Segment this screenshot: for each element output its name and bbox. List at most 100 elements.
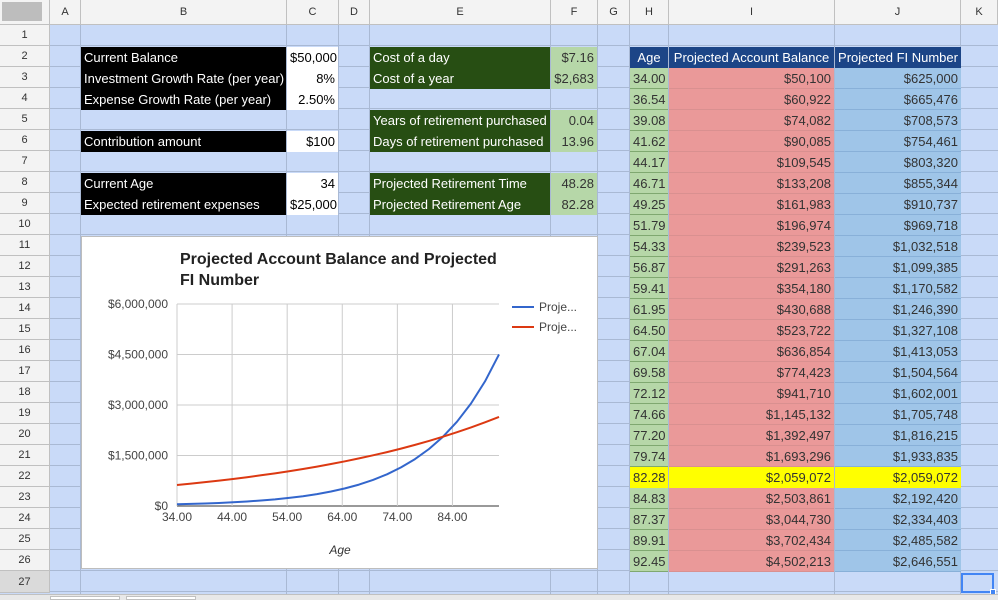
column-header-i[interactable]: I [669, 0, 835, 25]
label-days-purchased[interactable]: Days of retirement purchased [370, 131, 550, 152]
value-days-purchased[interactable]: 13.96 [551, 131, 597, 152]
column-header-j[interactable]: J [835, 0, 961, 25]
column-header-a[interactable]: A [50, 0, 81, 25]
table-cell-age[interactable]: 77.20 [630, 425, 668, 446]
table-cell-balance[interactable]: $196,974 [669, 215, 834, 236]
table-cell-balance[interactable]: $133,208 [669, 173, 834, 194]
table-cell-balance[interactable]: $3,044,730 [669, 509, 834, 530]
table-cell-balance[interactable]: $3,702,434 [669, 530, 834, 551]
table-cell-fi-number[interactable]: $855,344 [835, 173, 961, 194]
line-chart[interactable]: Projected Account Balance and Projected … [81, 236, 598, 569]
table-cell-age[interactable]: 36.54 [630, 89, 668, 110]
table-cell-balance[interactable]: $60,922 [669, 89, 834, 110]
table-cell-age[interactable]: 79.74 [630, 446, 668, 467]
table-cell-balance[interactable]: $109,545 [669, 152, 834, 173]
table-cell-age[interactable]: 54.33 [630, 236, 668, 257]
table-cell-balance[interactable]: $636,854 [669, 341, 834, 362]
table-cell-balance[interactable]: $430,688 [669, 299, 834, 320]
table-cell-fi-number[interactable]: $1,170,582 [835, 278, 961, 299]
table-cell-age[interactable]: 59.41 [630, 278, 668, 299]
value-cost-year[interactable]: $2,683 [551, 68, 597, 89]
row-header-26[interactable]: 26 [0, 550, 50, 571]
table-cell-balance[interactable]: $1,693,296 [669, 446, 834, 467]
table-cell-balance[interactable]: $161,983 [669, 194, 834, 215]
table-cell-age[interactable]: 69.58 [630, 362, 668, 383]
column-header-d[interactable]: D [339, 0, 370, 25]
row-header-19[interactable]: 19 [0, 403, 50, 424]
row-header-6[interactable]: 6 [0, 130, 50, 151]
row-header-20[interactable]: 20 [0, 424, 50, 445]
table-cell-balance[interactable]: $1,145,132 [669, 404, 834, 425]
table-cell-fi-number[interactable]: $1,032,518 [835, 236, 961, 257]
table-cell-balance[interactable]: $774,423 [669, 362, 834, 383]
row-header-16[interactable]: 16 [0, 340, 50, 361]
row-header-12[interactable]: 12 [0, 256, 50, 277]
label-current-age[interactable]: Current Age [81, 173, 286, 194]
value-proj-time[interactable]: 48.28 [551, 173, 597, 194]
table-cell-age[interactable]: 34.00 [630, 68, 668, 89]
table-cell-balance[interactable]: $239,523 [669, 236, 834, 257]
table-cell-age[interactable]: 61.95 [630, 299, 668, 320]
value-cost-day[interactable]: $7.16 [551, 47, 597, 68]
table-cell-balance[interactable]: $2,503,861 [669, 488, 834, 509]
table-cell-balance[interactable]: $291,263 [669, 257, 834, 278]
column-header-h[interactable]: H [630, 0, 669, 25]
table-cell-age[interactable]: 39.08 [630, 110, 668, 131]
table-cell-age[interactable]: 41.62 [630, 131, 668, 152]
row-header-3[interactable]: 3 [0, 67, 50, 88]
label-proj-age[interactable]: Projected Retirement Age [370, 194, 550, 215]
table-cell-fi-number[interactable]: $2,334,403 [835, 509, 961, 530]
table-cell-fi-number[interactable]: $969,718 [835, 215, 961, 236]
row-header-5[interactable]: 5 [0, 109, 50, 130]
row-header-17[interactable]: 17 [0, 361, 50, 382]
table-cell-balance[interactable]: $941,710 [669, 383, 834, 404]
selected-cell[interactable] [961, 573, 994, 593]
row-header-15[interactable]: 15 [0, 319, 50, 340]
row-header-21[interactable]: 21 [0, 445, 50, 466]
row-header-13[interactable]: 13 [0, 277, 50, 298]
column-header-g[interactable]: G [598, 0, 630, 25]
table-cell-fi-number[interactable]: $1,099,385 [835, 257, 961, 278]
table-cell-age[interactable]: 51.79 [630, 215, 668, 236]
table-cell-fi-number[interactable]: $803,320 [835, 152, 961, 173]
row-header-11[interactable]: 11 [0, 235, 50, 256]
value-expense-growth[interactable]: 2.50% [287, 89, 338, 110]
table-cell-fi-number[interactable]: $1,504,564 [835, 362, 961, 383]
table-cell-fi-number[interactable]: $665,476 [835, 89, 961, 110]
column-header-f[interactable]: F [551, 0, 598, 25]
table-cell-fi-number[interactable]: $708,573 [835, 110, 961, 131]
label-growth-rate[interactable]: Investment Growth Rate (per year) [81, 68, 286, 89]
table-cell-fi-number[interactable]: $2,192,420 [835, 488, 961, 509]
table-cell-fi-number[interactable]: $2,646,551 [835, 551, 961, 572]
row-header-4[interactable]: 4 [0, 88, 50, 109]
table-cell-age[interactable]: 46.71 [630, 173, 668, 194]
table-cell-balance[interactable]: $2,059,072 [669, 467, 834, 488]
row-header-14[interactable]: 14 [0, 298, 50, 319]
table-cell-balance[interactable]: $523,722 [669, 320, 834, 341]
value-retirement-expenses[interactable]: $25,000 [287, 194, 338, 215]
table-cell-fi-number[interactable]: $1,413,053 [835, 341, 961, 362]
table-cell-balance[interactable]: $90,085 [669, 131, 834, 152]
header-projected-balance[interactable]: Projected Account Balance [669, 47, 834, 68]
table-cell-fi-number[interactable]: $1,816,215 [835, 425, 961, 446]
table-cell-age[interactable]: 64.50 [630, 320, 668, 341]
label-cost-year[interactable]: Cost of a year [370, 68, 550, 89]
table-cell-age[interactable]: 87.37 [630, 509, 668, 530]
row-header-27[interactable]: 27 [0, 571, 50, 593]
value-current-age[interactable]: 34 [287, 173, 338, 194]
header-fi-number[interactable]: Projected FI Number [835, 47, 961, 68]
row-header-1[interactable]: 1 [0, 25, 50, 46]
label-expense-growth[interactable]: Expense Growth Rate (per year) [81, 89, 286, 110]
table-cell-fi-number[interactable]: $754,461 [835, 131, 961, 152]
table-cell-age[interactable]: 49.25 [630, 194, 668, 215]
value-contribution[interactable]: $100 [287, 131, 338, 152]
table-cell-balance[interactable]: $74,082 [669, 110, 834, 131]
row-header-23[interactable]: 23 [0, 487, 50, 508]
value-years-purchased[interactable]: 0.04 [551, 110, 597, 131]
row-header-2[interactable]: 2 [0, 46, 50, 67]
row-header-9[interactable]: 9 [0, 193, 50, 214]
table-cell-age[interactable]: 44.17 [630, 152, 668, 173]
table-cell-fi-number[interactable]: $2,485,582 [835, 530, 961, 551]
table-cell-age[interactable]: 92.45 [630, 551, 668, 572]
label-current-balance[interactable]: Current Balance [81, 47, 286, 68]
